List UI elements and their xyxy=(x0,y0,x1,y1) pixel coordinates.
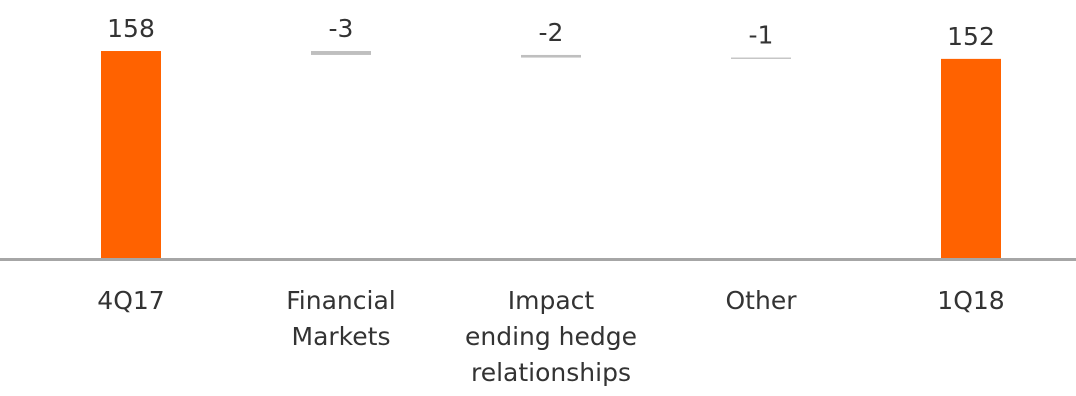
bar-1 xyxy=(101,51,161,258)
value-label-5: 152 xyxy=(947,22,995,51)
category-label-3-line-3: relationships xyxy=(471,358,631,387)
category-label-2-line-2: Markets xyxy=(292,322,391,351)
bar-3 xyxy=(521,54,581,58)
bar-5 xyxy=(941,58,1001,258)
category-label-5-line-1: 1Q18 xyxy=(937,286,1004,315)
category-label-3-line-2: ending hedge xyxy=(465,322,637,351)
category-label-4-line-1: Other xyxy=(726,286,798,315)
bar-4 xyxy=(731,57,791,59)
value-label-group: 158 -3 -2 -1 152 xyxy=(107,14,995,51)
category-label-1-line-1: 4Q17 xyxy=(97,286,164,315)
category-label-group: 4Q17 Financial Markets Impact ending hedge re… xyxy=(97,286,1004,387)
value-label-1: 158 xyxy=(107,14,155,43)
value-label-3: -2 xyxy=(539,18,564,47)
bar-2 xyxy=(311,51,371,55)
category-label-2-line-1: Financial xyxy=(286,286,395,315)
value-label-4: -1 xyxy=(749,21,774,50)
category-label-3-line-1: Impact xyxy=(508,286,595,315)
value-label-2: -3 xyxy=(329,14,354,43)
bar-group xyxy=(101,51,1001,258)
